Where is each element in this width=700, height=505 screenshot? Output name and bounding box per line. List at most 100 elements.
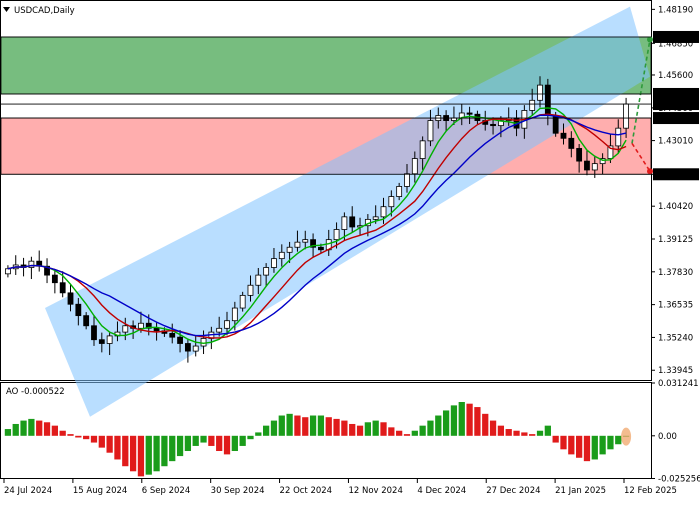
level-label-box: [653, 168, 699, 181]
ao-bar: [356, 425, 364, 436]
ao-bar: [396, 430, 403, 436]
x-tick-label: 21 Jan 2025: [555, 486, 606, 496]
ao-bar: [161, 435, 168, 467]
y-tick-label: 1.36535: [658, 301, 693, 311]
ao-bar: [208, 435, 215, 446]
ao-bar: [505, 429, 512, 436]
level-label: 1.41680: [656, 170, 691, 180]
candle-body: [44, 265, 50, 276]
candle-body: [255, 274, 262, 286]
ao-bar: [247, 435, 254, 440]
y-tick-label: 1.39125: [658, 235, 693, 245]
candle-body: [466, 112, 473, 115]
candle-body: [544, 84, 551, 116]
y-tick-label: 1.48190: [658, 5, 693, 15]
candle-body: [615, 127, 622, 147]
candle-body: [122, 325, 129, 333]
ao-bar: [106, 435, 113, 453]
ao-bar: [552, 435, 559, 443]
ao-bar: [239, 435, 246, 446]
ao-bar: [607, 435, 614, 450]
level-label-box: [653, 98, 699, 111]
candle-body: [59, 282, 66, 294]
x-tick-label: 27 Dec 2024: [486, 486, 540, 496]
trend-channel: [45, 6, 650, 417]
ao-bar: [309, 415, 317, 436]
ao-bar: [576, 435, 583, 458]
ao-bar: [325, 417, 332, 436]
ao-bar: [90, 435, 98, 443]
candle-body: [404, 173, 410, 187]
ao-bar: [129, 435, 137, 472]
ao-bar: [137, 435, 145, 477]
candle-body: [28, 260, 35, 268]
ao-bar: [349, 423, 356, 436]
candle-body: [200, 338, 207, 347]
level-label: 1.44452: [656, 100, 691, 110]
candle-body: [294, 241, 301, 248]
candle-body: [341, 216, 348, 230]
ao-bar: [529, 434, 536, 436]
candle-body: [184, 343, 191, 352]
candle-body: [490, 123, 496, 127]
ao-bar: [216, 435, 223, 452]
ao-bar: [427, 420, 434, 436]
candle-body: [310, 239, 316, 248]
triangle-down-icon[interactable]: [3, 7, 10, 12]
candle-body: [247, 284, 254, 296]
ao-bar: [263, 425, 270, 436]
ao-bar: [482, 413, 489, 436]
y-tick-label: 1.37830: [658, 268, 693, 278]
ao-bar: [122, 435, 129, 467]
ao-bar: [333, 418, 340, 436]
candle-body: [568, 137, 575, 149]
candle-body: [145, 322, 152, 329]
ao-bar: [51, 425, 58, 436]
ao-bar: [278, 415, 285, 436]
ao-y-tick-label: 0.031241: [658, 379, 699, 389]
candle-body: [91, 325, 97, 341]
ao-bar: [489, 420, 497, 436]
ao-bar: [466, 403, 473, 436]
candle-body: [333, 229, 340, 241]
candle-body: [5, 268, 11, 275]
candle-body: [576, 148, 583, 162]
ao-bar: [286, 413, 293, 436]
x-tick-label: 12 Nov 2024: [348, 486, 402, 496]
ao-bar: [513, 430, 520, 436]
ao-bar: [83, 435, 90, 440]
y-tick-label: 1.46850: [658, 39, 693, 49]
forecast-arrow: [631, 39, 651, 144]
candle-body: [396, 186, 403, 197]
ao-y-tick-label: 0.00: [658, 432, 677, 442]
ao-bar: [192, 435, 199, 446]
x-tick-label: 4 Dec 2024: [417, 486, 466, 496]
ao-bar: [153, 435, 160, 472]
ao-bar: [114, 435, 121, 460]
candle-body: [349, 216, 356, 228]
ao-bar: [59, 430, 66, 436]
forecast-arrow-head: [647, 36, 653, 43]
level-label: 1.47100: [656, 33, 691, 43]
ao-bar: [583, 435, 591, 462]
candle-body: [192, 345, 199, 352]
ao-bar: [364, 422, 371, 436]
candle-body: [419, 140, 426, 159]
ao-bar: [521, 432, 528, 436]
ao-bar: [372, 420, 379, 436]
ao-bar: [294, 415, 301, 436]
ao-bar: [403, 434, 411, 436]
ao-bar: [317, 415, 325, 436]
moving-average-line: [7, 114, 627, 337]
ao-bar: [568, 435, 575, 455]
candle-body: [75, 303, 82, 317]
candle-body: [106, 335, 113, 344]
candle-body: [537, 84, 543, 101]
ao-bar: [442, 410, 450, 436]
moving-average-line: [7, 113, 627, 339]
candle-body: [231, 307, 238, 322]
x-tick-label: 24 Jul 2024: [4, 486, 52, 496]
ao-bar: [67, 434, 74, 436]
candle-body: [529, 99, 536, 111]
